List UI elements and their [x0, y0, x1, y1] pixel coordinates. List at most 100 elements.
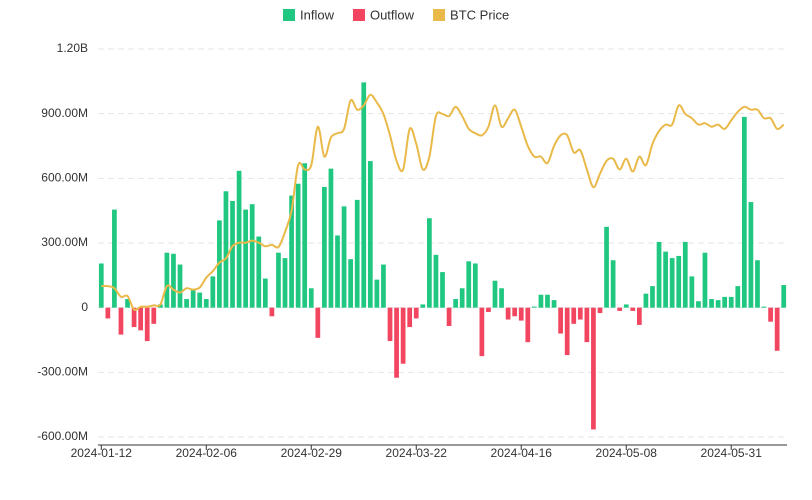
bar	[125, 299, 130, 308]
bar	[735, 286, 741, 308]
bar	[741, 116, 747, 308]
bar	[472, 263, 478, 308]
bar	[138, 307, 144, 331]
bar	[243, 209, 249, 308]
bar	[669, 258, 675, 308]
bar	[151, 307, 157, 324]
x-tick-label: 2024-01-12	[71, 446, 133, 460]
bar	[643, 293, 649, 308]
bar	[374, 279, 380, 308]
bar	[262, 278, 268, 308]
bar	[558, 307, 563, 334]
bar	[571, 307, 577, 324]
bar	[577, 307, 583, 320]
bar	[466, 261, 472, 308]
x-tick-label: 2024-05-31	[701, 446, 763, 460]
bar	[551, 300, 557, 308]
y-tick-label: 900.00M	[41, 106, 88, 120]
bar	[479, 307, 485, 357]
bar	[440, 272, 445, 308]
legend-swatch	[433, 9, 446, 21]
bar	[302, 163, 308, 308]
bar	[98, 263, 104, 308]
bar	[525, 307, 531, 343]
bar	[131, 307, 137, 328]
bar	[492, 280, 498, 308]
bar	[361, 82, 367, 308]
bar	[486, 307, 491, 312]
bar	[532, 306, 537, 308]
legend-swatch	[283, 9, 295, 21]
bar	[276, 252, 281, 308]
y-tick-label: 1.20B	[57, 41, 88, 55]
x-tick-label: 2024-02-06	[176, 446, 238, 460]
y-tick-label: -600.00M	[37, 429, 88, 443]
bar	[682, 241, 688, 308]
bar	[427, 218, 432, 308]
bar	[328, 168, 334, 308]
bar	[236, 170, 242, 308]
bar	[604, 226, 609, 308]
legend-swatch	[352, 9, 365, 21]
bar	[761, 306, 767, 308]
bar	[223, 191, 229, 308]
bar	[689, 276, 695, 308]
bar	[177, 264, 183, 308]
bar	[696, 301, 701, 308]
bar	[118, 307, 124, 335]
bar	[610, 260, 616, 308]
bar	[728, 296, 734, 308]
legend-label: BTC Price	[450, 7, 509, 22]
bar	[269, 307, 275, 317]
bar	[774, 307, 780, 351]
bar	[623, 304, 629, 308]
bar	[591, 307, 596, 430]
bar	[295, 183, 301, 308]
bar	[203, 299, 209, 308]
bar	[617, 307, 623, 311]
bar	[407, 307, 413, 328]
bar	[518, 307, 524, 321]
bar	[453, 299, 458, 308]
bar	[315, 307, 321, 338]
bar	[249, 204, 255, 308]
bar	[322, 186, 327, 308]
bar	[650, 286, 655, 308]
bar	[144, 307, 150, 342]
bar	[184, 299, 189, 308]
bar	[597, 307, 603, 314]
bar	[663, 251, 668, 308]
bar	[636, 307, 642, 325]
bar	[230, 200, 235, 308]
bar	[367, 161, 373, 308]
bar	[505, 307, 511, 320]
bar	[538, 294, 544, 308]
x-tick-label: 2024-04-16	[491, 446, 553, 460]
bar	[164, 252, 170, 308]
bar	[499, 288, 504, 308]
bar	[112, 209, 117, 308]
bar	[768, 307, 773, 322]
bar	[709, 299, 714, 308]
bar	[702, 252, 708, 308]
bar	[512, 307, 518, 317]
bar	[433, 254, 439, 308]
bar	[387, 307, 393, 342]
bar	[282, 258, 288, 308]
bar	[308, 288, 314, 308]
bar	[210, 276, 216, 308]
legend-label: Inflow	[300, 7, 335, 22]
bar	[584, 307, 590, 343]
bar	[722, 296, 728, 308]
bar	[171, 253, 176, 308]
bar	[715, 300, 721, 308]
bar	[105, 307, 111, 319]
price-line	[101, 93, 785, 311]
bar	[335, 235, 340, 308]
y-tick-label: -300.00M	[37, 365, 88, 379]
bar	[656, 241, 662, 308]
bar	[630, 307, 636, 311]
bar	[446, 307, 452, 326]
bar	[748, 202, 754, 308]
